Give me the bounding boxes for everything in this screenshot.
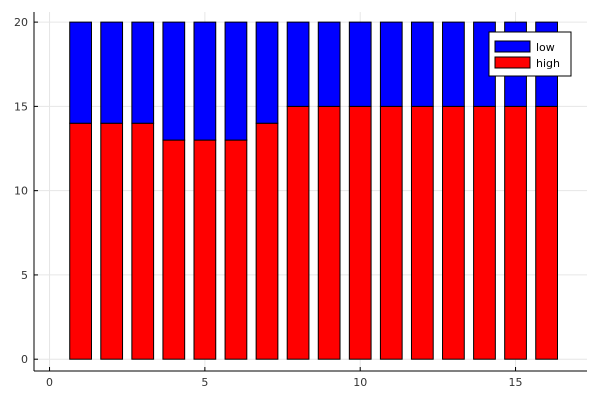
bar-high-3 (131, 122, 155, 360)
bar-high-8 (286, 105, 310, 360)
bar-low-9 (317, 21, 341, 107)
bar-low-2 (100, 21, 124, 124)
bar-high-15 (504, 105, 527, 360)
x-tick-label: 0 (46, 376, 53, 389)
y-tick-label: 20 (14, 16, 28, 29)
x-tick-label: 10 (353, 376, 367, 389)
legend: low high (488, 31, 572, 77)
legend-box (488, 31, 572, 77)
bar-high-10 (348, 105, 372, 360)
bar-high-4 (162, 139, 186, 360)
bar-high-16 (535, 105, 558, 360)
legend-label-low: low (536, 41, 555, 54)
bars (69, 21, 558, 360)
y-tick-label: 5 (21, 269, 28, 282)
y-tick-label: 0 (21, 353, 28, 366)
bar-high-12 (410, 105, 434, 360)
bar-low-7 (255, 21, 279, 124)
legend-label-high: high (536, 57, 560, 70)
bar-low-12 (410, 21, 434, 107)
bar-high-2 (100, 122, 124, 360)
bar-low-1 (69, 21, 92, 124)
bar-high-7 (255, 122, 279, 360)
bar-high-13 (442, 105, 465, 360)
bar-high-9 (317, 105, 341, 360)
bar-low-11 (379, 21, 403, 107)
bar-high-6 (224, 139, 248, 360)
bar-high-14 (473, 105, 496, 360)
bar-low-4 (162, 21, 186, 141)
x-tick-label: 5 (201, 376, 208, 389)
bar-low-3 (131, 21, 155, 124)
y-tick-label: 10 (14, 185, 28, 198)
x-tick-label: 15 (509, 376, 523, 389)
bar-high-11 (379, 105, 403, 360)
bar-low-5 (193, 21, 217, 141)
bar-low-8 (286, 21, 310, 107)
bar-low-10 (348, 21, 372, 107)
legend-swatch-high (494, 56, 531, 69)
bar-high-1 (69, 122, 92, 360)
bar-high-5 (193, 139, 217, 360)
axes (33, 12, 587, 372)
y-tick-label: 15 (14, 100, 28, 113)
bar-low-6 (224, 21, 248, 141)
bar-low-13 (442, 21, 465, 107)
ticks: 0 5 10 15 0 5 10 15 20 (14, 16, 523, 389)
legend-swatch-low (494, 40, 531, 53)
